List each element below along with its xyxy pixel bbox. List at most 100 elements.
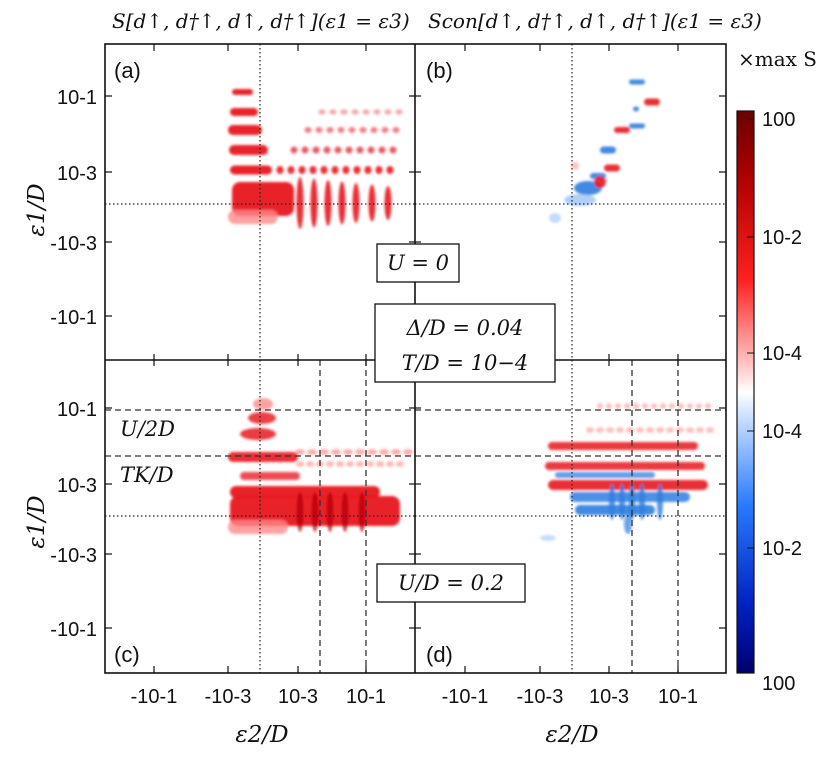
heatmap-d [540,403,714,541]
heat-dot [355,449,365,455]
heat-dot [356,461,364,467]
heat-dot [359,127,367,133]
heat-stripe [545,462,705,470]
panel-label-c: (c) [114,642,140,667]
heat-dot [606,403,612,409]
heat-dot [604,164,620,172]
heat-dot [326,461,334,467]
heat-dot [326,127,334,133]
heat-dot [340,109,348,115]
heat-dot [353,166,361,174]
heat-dot [356,146,364,154]
heat-dot [287,166,295,174]
colorbar-tick-1: 100 [762,109,795,131]
heat-dot [597,403,603,409]
heat-dot [296,461,304,467]
heat-vstripe [384,186,392,220]
xtick-right-4: 10-1 [658,686,698,708]
reference-lines [105,360,726,673]
heat-dot [334,146,342,154]
heat-dot [367,146,375,154]
heat-dot [629,79,645,85]
heat-block [232,182,294,216]
box-temp-text: T/D = 10−4 [402,351,529,375]
heat-dot [656,427,664,433]
heat-dot [290,146,298,154]
annotation-tk: TK/D [120,463,174,487]
heat-vstripe [619,484,625,520]
heat-dot [678,403,684,409]
heat-dot [376,461,384,467]
box-params: Δ/D = 0.04 T/D = 10−4 [374,303,556,383]
heat-stripe [240,472,300,480]
heat-dot [381,127,389,133]
heat-dot [666,427,674,433]
colorbar-tick-2: 10-2 [762,227,802,249]
box-u0-frame [376,243,460,283]
heat-dot [606,427,614,433]
colorbar-ticks [747,118,754,666]
heat-dot [391,449,401,455]
heat-vstripe [310,178,318,228]
zero-lines [105,44,726,673]
colorbar-label: ×max S [738,47,817,71]
heat-vstripe [326,492,334,532]
heat-vstripe [639,484,645,520]
heat-dot [616,427,624,433]
xlabel-left: ε2/D [235,722,288,748]
ytick-top-2: 10-3 [57,163,97,185]
heatmap-a [228,89,403,229]
heat-dot [571,162,579,170]
heat-dot [309,166,317,174]
heat-dot [323,146,331,154]
heat-dot [386,461,394,467]
heat-dot [253,398,273,410]
xtick-right-3: 10-3 [589,686,629,708]
ytick-bottom-3: -10-3 [50,545,97,567]
panel-label-b: (b) [426,58,453,83]
heat-vstripe [324,180,332,226]
heat-vstripe [296,177,304,229]
x-tick-labels-right: -10-1 -10-3 10-3 10-1 [442,686,698,708]
heat-dot [687,403,693,409]
heat-dot [646,427,654,433]
heat-dot [386,166,394,174]
heat-dot [669,403,675,409]
heat-dot [378,146,386,154]
ytick-top-1: 10-1 [57,87,97,109]
heat-dot [389,146,397,154]
heat-dot [364,166,372,174]
colorbar: ×max S 100 10-2 10-4 10-4 10-2 100 [736,47,817,695]
heat-dot [624,403,630,409]
heat-dot [629,123,645,129]
heatmap-b [549,79,660,223]
heat-stripe [228,125,262,135]
heat-dot [343,449,353,455]
heat-dot [660,403,666,409]
heat-dot [362,109,370,115]
heat-stripe [230,108,258,116]
heat-dot [337,127,345,133]
y-tick-labels-bottom: 10-1 10-3 -10-3 -10-1 [50,399,97,641]
heat-dot [276,166,284,174]
ytick-bottom-1: 10-1 [57,399,97,421]
xtick-right-2: -10-3 [517,686,564,708]
xtick-left-4: 10-1 [346,686,386,708]
heat-dot [705,403,711,409]
heat-block-fade [228,210,278,224]
heat-dot [240,428,276,440]
heat-dot [706,427,714,433]
heat-dot [594,176,606,188]
heat-stripe [230,486,380,498]
ytick-top-4: -10-1 [50,307,97,329]
heat-dot [540,535,556,541]
annotation-u2d: U/2D [120,417,175,441]
box-u02-text: U/D = 0.2 [398,571,504,595]
xtick-left-3: 10-3 [278,686,318,708]
colorbar-tick-5: 10-2 [762,538,802,560]
heat-dot [345,146,353,154]
heat-dot [651,403,657,409]
heat-dot [644,98,660,106]
x-tick-labels-left: -10-1 -10-3 10-3 10-1 [131,686,386,708]
